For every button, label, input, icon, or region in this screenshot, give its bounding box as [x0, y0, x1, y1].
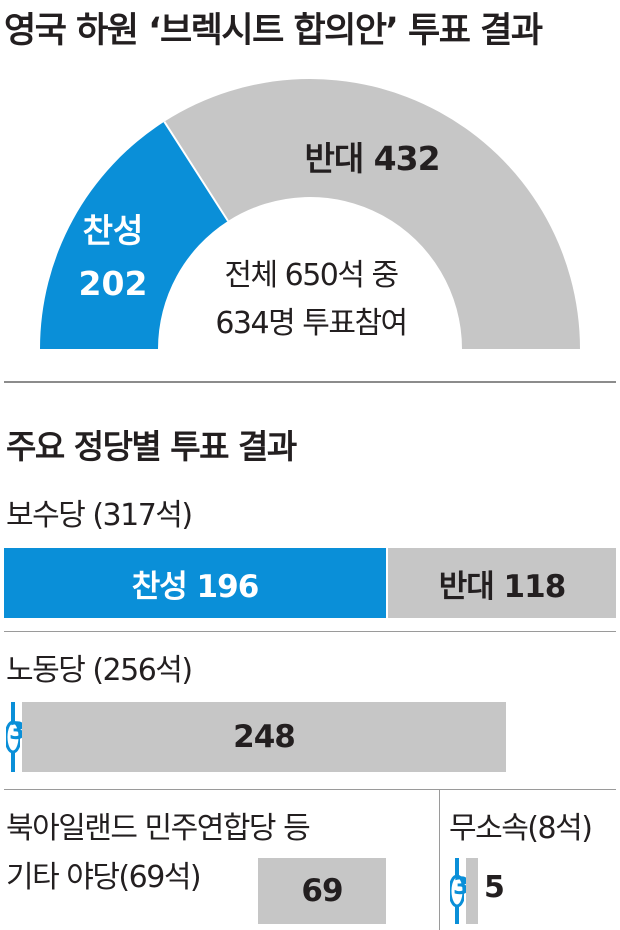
conservative-yes-bar: 찬성 196 [4, 548, 386, 618]
gauge-separator [163, 121, 229, 222]
conservative-no-bar: 반대 118 [388, 548, 616, 618]
labour-yes-value: 3 [9, 717, 26, 745]
row-divider [4, 631, 616, 632]
labour-yes-bar [6, 702, 20, 772]
gauge-no-label: 반대 432 [304, 139, 439, 178]
party-name-conservative: 보수당 (317석) [6, 498, 193, 533]
section-divider [4, 381, 616, 383]
independent-no-value: 5 [484, 870, 505, 905]
party-name-others-line2: 기타 야당(69석) [6, 860, 202, 895]
gauge-yes-segment [40, 121, 228, 349]
labour-yes-marker [6, 702, 20, 772]
independent-yes-value: 3 [453, 872, 470, 900]
column-divider [439, 790, 440, 930]
section-title: 주요 정당별 투표 결과 [6, 427, 297, 466]
party-name-labour: 노동당 (256석) [6, 653, 193, 688]
gauge-center-line1: 전체 650석 중 [224, 258, 397, 293]
gauge-yes-label: 찬성 [83, 211, 144, 250]
party-name-independent: 무소속(8석) [449, 811, 593, 846]
page-title: 영국 하원 ‘브렉시트 합의안’ 투표 결과 [4, 11, 543, 51]
others-no-bar: 69 [258, 858, 386, 924]
party-name-others-line1: 북아일랜드 민주연합당 등 [6, 811, 311, 846]
gauge-yes-value: 202 [79, 264, 148, 303]
independent-no-bar [466, 858, 478, 924]
row-divider [4, 789, 616, 790]
gauge-center-line2: 634명 투표참여 [215, 306, 406, 341]
overall-gauge-chart: 찬성 202 반대 432 전체 650석 중 634명 투표참여 [40, 79, 580, 349]
gauge-no-segment [164, 79, 580, 349]
labour-no-bar: 248 [22, 702, 506, 772]
